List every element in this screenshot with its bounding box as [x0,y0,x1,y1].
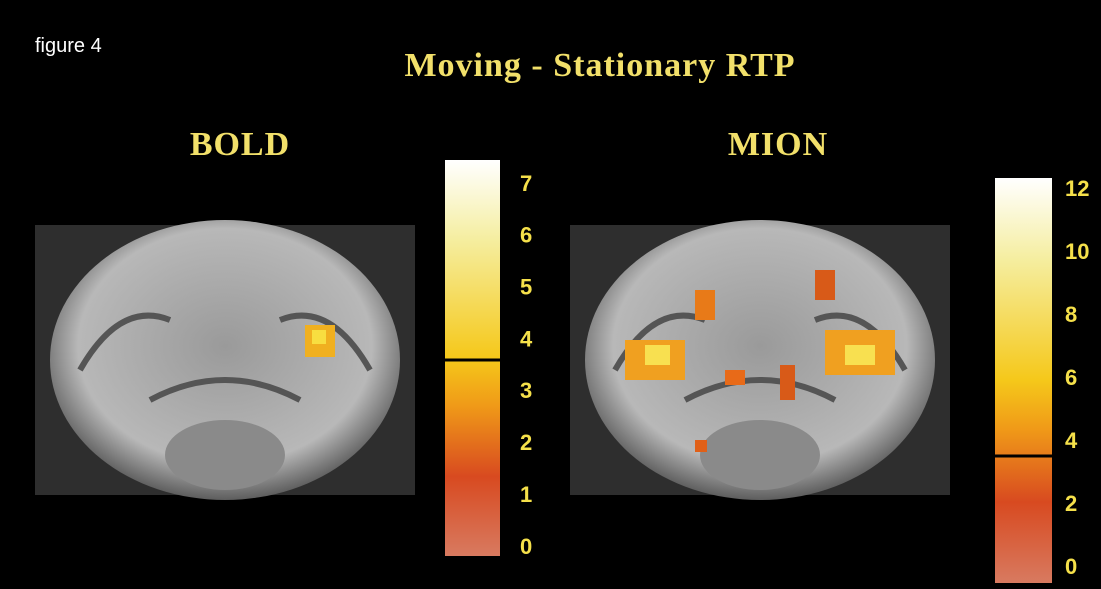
panel-label: MION [728,126,828,163]
colorbar-tick-label: 12 [1065,176,1089,201]
colorbar-tick-label: 6 [520,223,532,248]
colorbar-tick-label: 6 [1065,365,1077,390]
colorbar-tick-label: 2 [1065,491,1077,516]
colorbar-tick-label: 5 [520,275,532,300]
colorbar-tick-label: 0 [1065,554,1077,579]
colorbar [995,178,1052,583]
colorbar-tick-label: 4 [1065,428,1078,453]
colorbar-tick-label: 4 [520,326,533,351]
figure: figure 4 Moving - Stationary RTP BOLD MI… [0,0,1101,589]
colorbar-tick-label: 7 [520,171,532,196]
colorbar-tick-label: 8 [1065,302,1077,327]
figure-label: figure 4 [35,35,102,57]
colorbar [445,160,500,556]
colorbar-tick-label: 2 [520,430,532,455]
colorbar-tick-label: 1 [520,482,532,507]
figure-title: Moving - Stationary RTP [404,47,795,84]
brain-image [35,220,415,500]
colorbar-tick-label: 3 [520,378,532,403]
colorbar-tick-label: 0 [520,534,532,559]
panel-label: BOLD [190,126,290,163]
brain-image [570,220,950,500]
colorbar-tick-label: 10 [1065,239,1089,264]
